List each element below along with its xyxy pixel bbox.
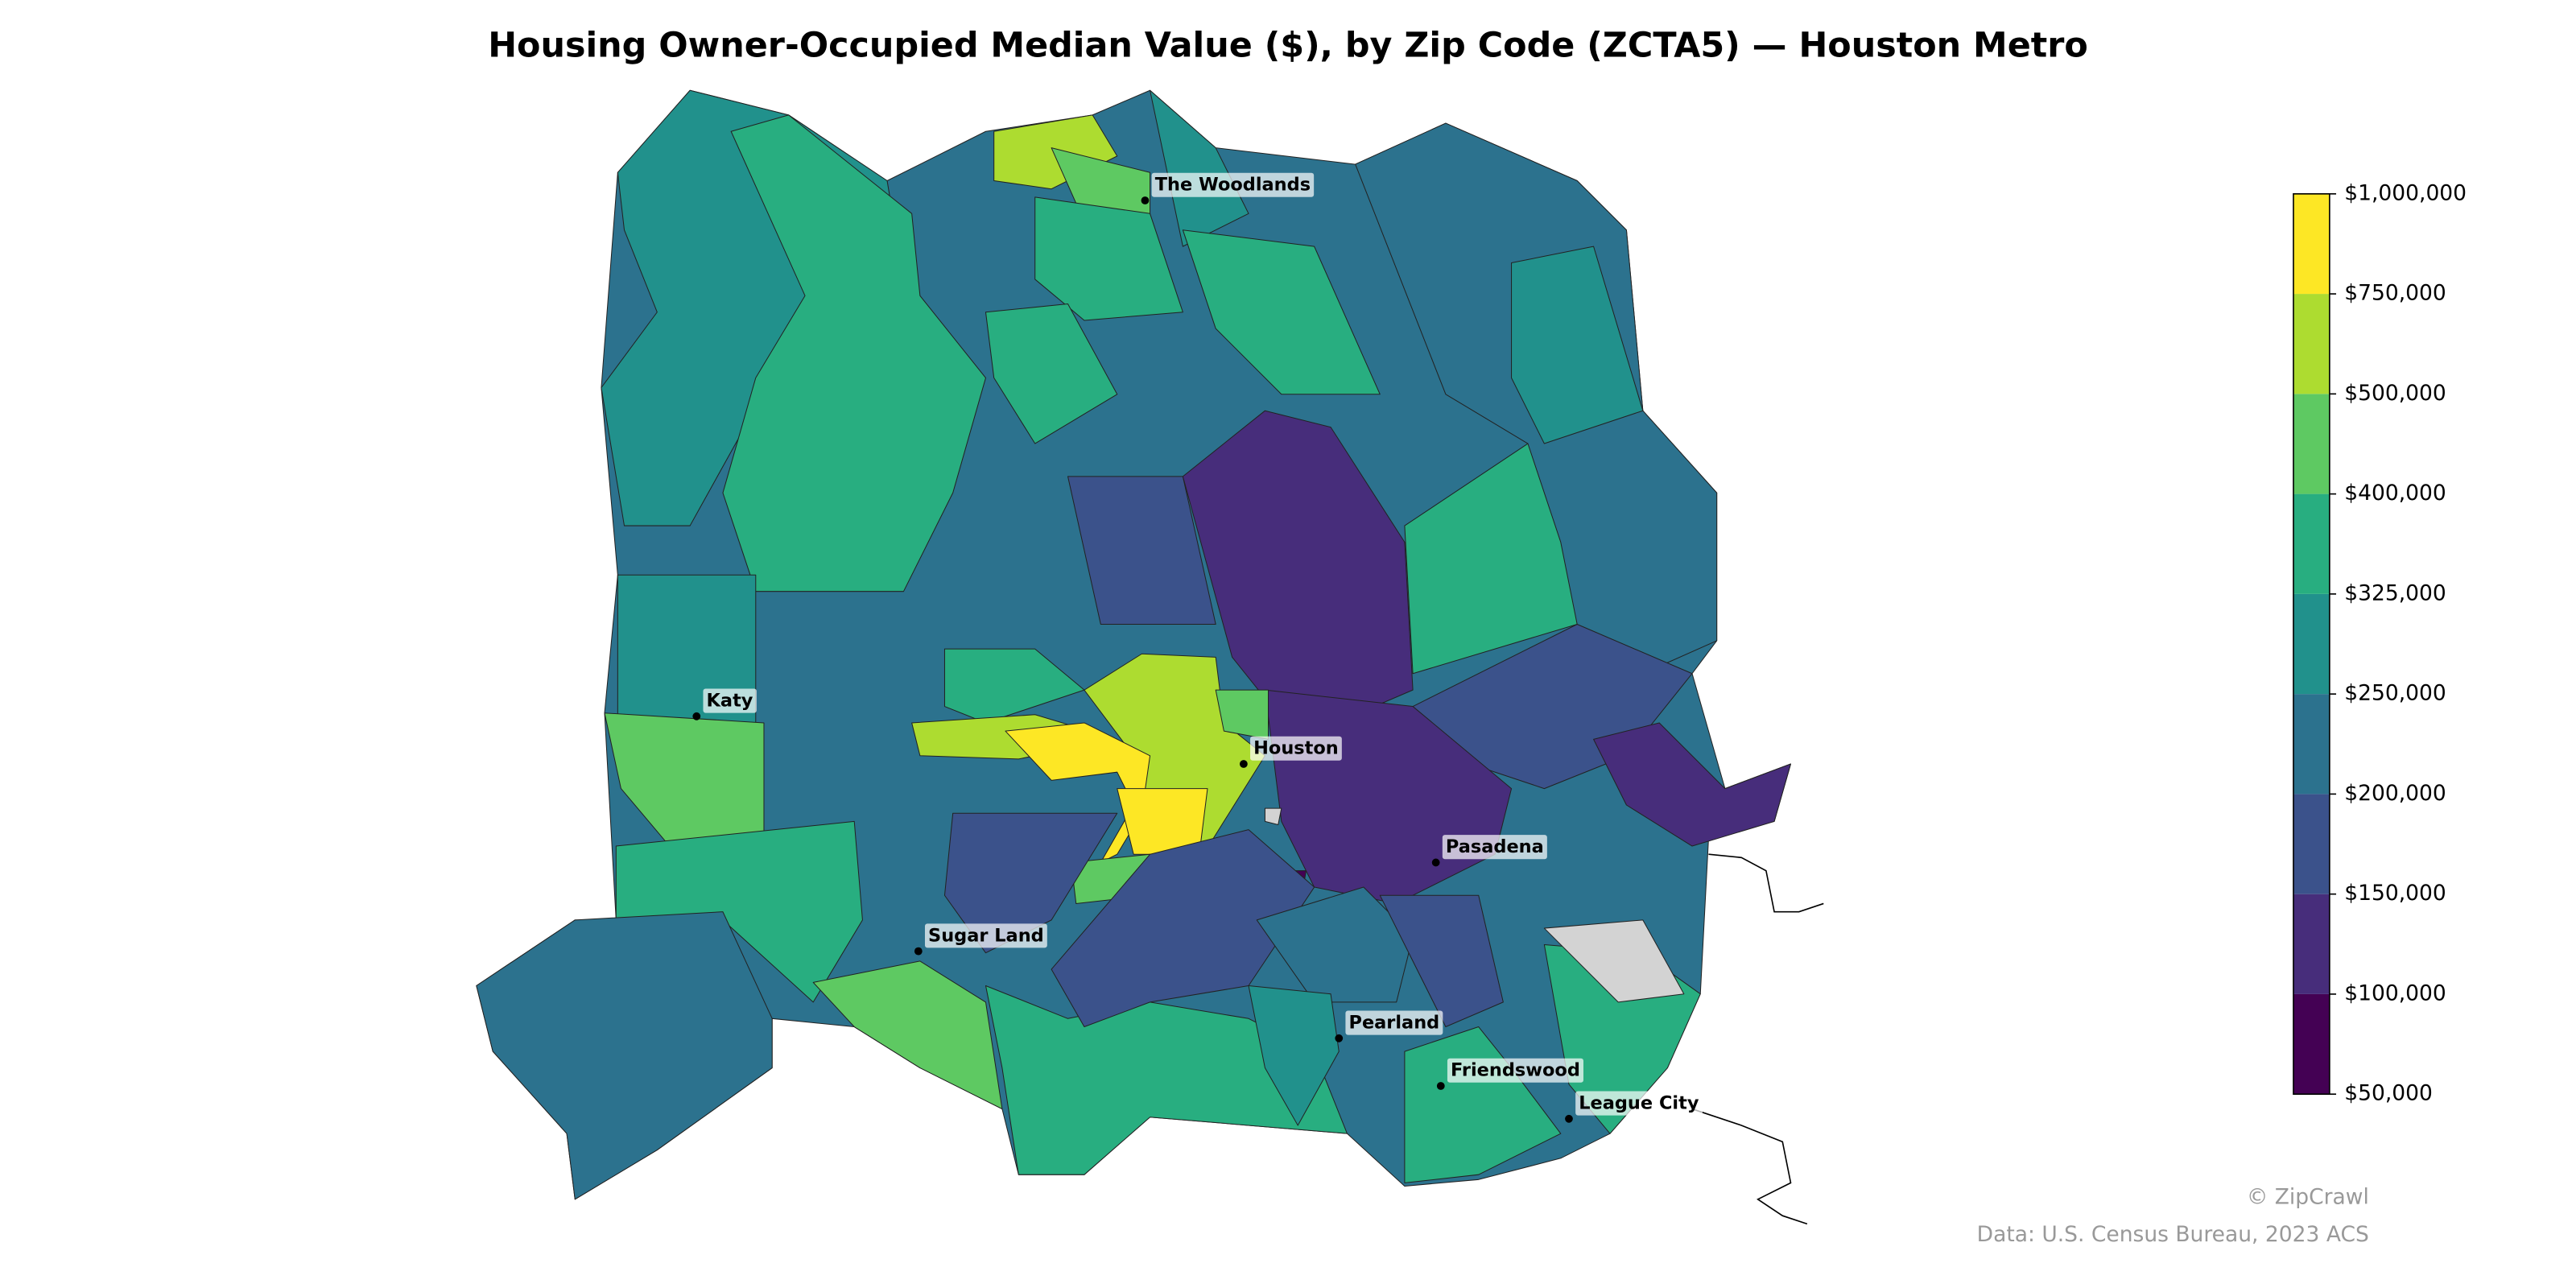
place-label-bg	[1345, 1010, 1443, 1035]
place-label: Katy	[707, 691, 753, 712]
zip-region	[985, 303, 1118, 444]
zip-region	[1067, 476, 1216, 625]
zip-region	[1404, 1026, 1562, 1183]
place-dot	[914, 947, 923, 956]
colorbar-tick-label: $325,000	[2344, 580, 2446, 605]
place-label: The Woodlands	[1155, 175, 1311, 196]
place-labels: The Woodlands Katy Houston Pasadena Suga…	[692, 172, 1703, 1123]
colorbar-bin	[2293, 294, 2330, 394]
colorbar-tick-label: $750,000	[2344, 281, 2446, 306]
colorbar-bin	[2293, 794, 2330, 894]
zip-region	[1182, 410, 1414, 740]
colorbar: $50,000 $100,000 $150,000 $200,000 $250,000 $…	[2293, 180, 2467, 1106]
place: Katy	[692, 688, 757, 720]
map-title: Housing Owner-Occupied Median Value ($),…	[488, 26, 2088, 66]
place-dot	[1240, 760, 1248, 768]
place-label-bg	[1575, 1091, 1703, 1116]
coastline	[1691, 1108, 1808, 1225]
zip-region	[1182, 229, 1381, 395]
place: League City	[1565, 1091, 1703, 1123]
colorbar-bin	[2293, 593, 2330, 695]
zip-region	[1379, 894, 1504, 1028]
place-dot	[1436, 1082, 1445, 1090]
place-label: Friendswood	[1451, 1060, 1580, 1081]
zip-region	[1051, 829, 1315, 1028]
zip-region	[476, 911, 773, 1200]
zip-region	[1248, 985, 1340, 1126]
colorbar-bin	[2293, 193, 2330, 295]
place-label-bg	[1151, 172, 1315, 197]
colorbar-tick-label: $200,000	[2344, 781, 2446, 806]
zip-region	[1034, 196, 1183, 321]
credit: © ZipCrawl	[2247, 1184, 2369, 1209]
place-dot	[1431, 858, 1440, 867]
colorbar-tick-label: $100,000	[2344, 980, 2446, 1005]
place: Houston	[1240, 736, 1342, 768]
colorbar-tick-label: $50,000	[2344, 1081, 2433, 1106]
colorbar-tick-label: $400,000	[2344, 481, 2446, 506]
colorbar-bin	[2293, 894, 2330, 994]
source: Data: U.S. Census Bureau, 2023 ACS	[1977, 1222, 2369, 1247]
zip-region	[812, 960, 1003, 1110]
place-label-bg	[1447, 1058, 1583, 1083]
colorbar-tick-label: $1,000,000	[2344, 180, 2467, 205]
colorbar-tick-label: $500,000	[2344, 381, 2446, 406]
place: Pasadena	[1431, 835, 1547, 867]
place-dot	[1565, 1114, 1573, 1123]
zip-region	[1404, 443, 1578, 675]
place-label-bg	[1442, 835, 1547, 860]
place-label: Sugar Land	[928, 925, 1044, 946]
colorbar-bin	[2293, 394, 2330, 494]
colorbar-bin	[2293, 993, 2330, 1095]
zip-region	[722, 114, 987, 592]
zip-region	[943, 648, 1085, 724]
place-dot	[1141, 196, 1150, 204]
colorbar-bin	[2293, 493, 2330, 594]
place-dot	[692, 712, 701, 720]
colorbar-frame	[2293, 193, 2330, 1095]
place-label: League City	[1579, 1093, 1699, 1114]
place: Pearland	[1335, 1010, 1443, 1042]
zip-region	[1256, 886, 1414, 1003]
zip-region	[1264, 807, 1282, 826]
place-dot	[1335, 1034, 1344, 1042]
place-label: Pasadena	[1446, 836, 1544, 857]
place-label: Pearland	[1349, 1013, 1440, 1034]
place-label-bg	[703, 688, 757, 713]
place: Sugar Land	[914, 923, 1047, 956]
colorbar-bin	[2293, 694, 2330, 795]
place-label-bg	[924, 923, 1047, 948]
place-label-bg	[1250, 736, 1342, 761]
zip-region	[1511, 246, 1644, 444]
zip-map	[476, 89, 1824, 1225]
place-label: Houston	[1253, 738, 1339, 759]
place: Friendswood	[1436, 1058, 1583, 1090]
colorbar-tick-label: $150,000	[2344, 881, 2446, 906]
place: The Woodlands	[1141, 172, 1315, 204]
colorbar-tick-label: $250,000	[2344, 681, 2446, 706]
zip-region	[1593, 722, 1791, 847]
coastline	[1708, 853, 1824, 913]
zip-region	[1543, 919, 1685, 1003]
